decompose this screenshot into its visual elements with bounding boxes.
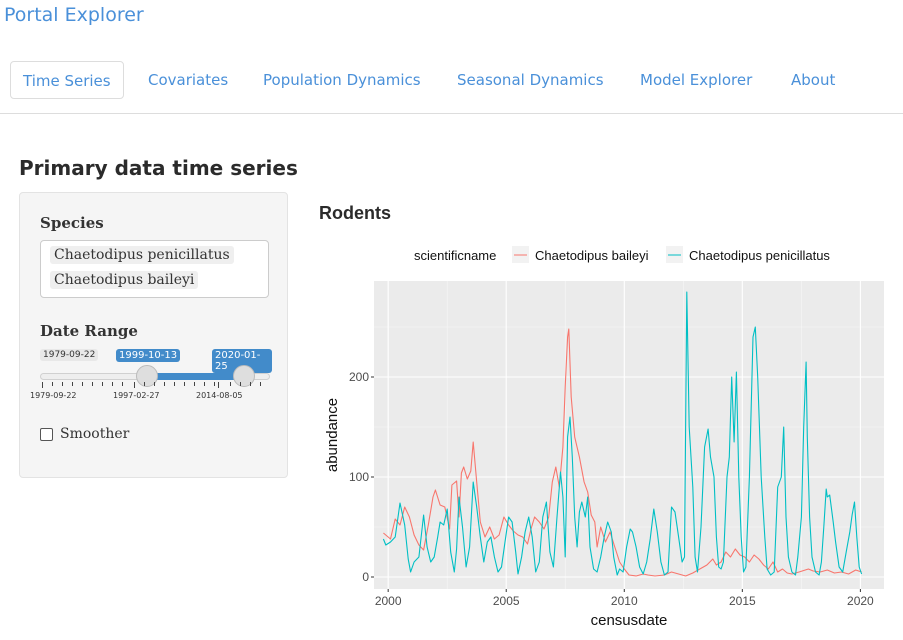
smoother-label: Smoother: [60, 426, 130, 442]
x-axis-label: censusdate: [591, 612, 668, 629]
slider-tick: [92, 382, 93, 386]
slider-from-label: 1999-10-13: [116, 349, 181, 362]
species-select[interactable]: Chaetodipus penicillatus Chaetodipus bai…: [40, 240, 269, 298]
sidebar-panel: Species Chaetodipus penicillatus Chaetod…: [19, 192, 288, 478]
slider-tick: [164, 382, 165, 386]
x-tick-label: 2010: [611, 594, 638, 608]
slider-tick: [52, 382, 53, 386]
slider-tick-label: 1997-02-27: [113, 391, 160, 400]
tab-about[interactable]: About: [791, 71, 836, 89]
slider-tick: [174, 382, 175, 386]
slider-tick: [184, 382, 185, 386]
x-tick-label: 2020: [847, 594, 874, 608]
slider-tick: [42, 382, 43, 388]
tab-covariates[interactable]: Covariates: [148, 71, 229, 89]
slider-selected-range: [147, 373, 244, 380]
tab-model-explorer[interactable]: Model Explorer: [640, 71, 753, 89]
slider-tick: [194, 382, 195, 386]
slider-tick-label: 2014-08-05: [196, 391, 243, 400]
chart-title: Rodents: [319, 203, 391, 223]
smoother-checkbox[interactable]: [40, 428, 53, 441]
slider-min-label: 1979-09-22: [40, 349, 99, 361]
slider-tick: [230, 382, 231, 386]
slider-tick: [214, 382, 215, 386]
slider-tick: [62, 382, 63, 386]
legend-title: scientificname: [414, 248, 496, 263]
app-title[interactable]: Portal Explorer: [4, 4, 144, 26]
slider-tick: [250, 382, 251, 386]
slider-tick: [102, 382, 103, 386]
slider-tick: [122, 382, 123, 386]
date-range-slider[interactable]: 1979-09-22 1999-10-13 2020-01-25 1979-09…: [30, 349, 272, 401]
x-tick-label: 2000: [375, 594, 402, 608]
nav-bar: Time Series Covariates Population Dynami…: [0, 60, 903, 114]
slider-to-handle[interactable]: [233, 365, 255, 387]
y-axis-label: abundance: [324, 398, 341, 472]
slider-tick: [154, 382, 155, 386]
slider-tick: [112, 382, 113, 386]
legend-label: Chaetodipus penicillatus: [689, 248, 830, 263]
species-chip[interactable]: Chaetodipus penicillatus: [50, 246, 234, 264]
y-tick-label: 200: [349, 370, 369, 384]
x-tick-label: 2015: [729, 594, 756, 608]
slider-tick: [204, 382, 205, 386]
series-line: [382, 291, 863, 576]
y-tick-label: 100: [349, 470, 369, 484]
slider-tick: [72, 382, 73, 386]
slider-tick: [134, 382, 135, 388]
species-chip[interactable]: Chaetodipus baileyi: [50, 271, 199, 289]
slider-tick-label: 1979-09-22: [30, 391, 77, 400]
species-label: Species: [40, 214, 104, 232]
y-tick-label: 0: [362, 570, 369, 584]
x-tick-label: 2005: [493, 594, 520, 608]
slider-tick: [82, 382, 83, 386]
slider-tick: [240, 382, 241, 386]
page-title: Primary data time series: [19, 156, 298, 180]
tab-time-series[interactable]: Time Series: [10, 61, 124, 99]
slider-tick: [260, 382, 261, 386]
slider-tick: [218, 382, 219, 388]
slider-from-handle[interactable]: [136, 365, 158, 387]
date-range-label: Date Range: [40, 322, 138, 340]
legend-label: Chaetodipus baileyi: [535, 248, 649, 263]
slider-tick: [144, 382, 145, 386]
tab-population-dynamics[interactable]: Population Dynamics: [263, 71, 421, 89]
rodents-chart: Rodents scientificname Chaetodipus baileyi…: [319, 203, 884, 629]
tab-seasonal-dynamics[interactable]: Seasonal Dynamics: [457, 71, 604, 89]
